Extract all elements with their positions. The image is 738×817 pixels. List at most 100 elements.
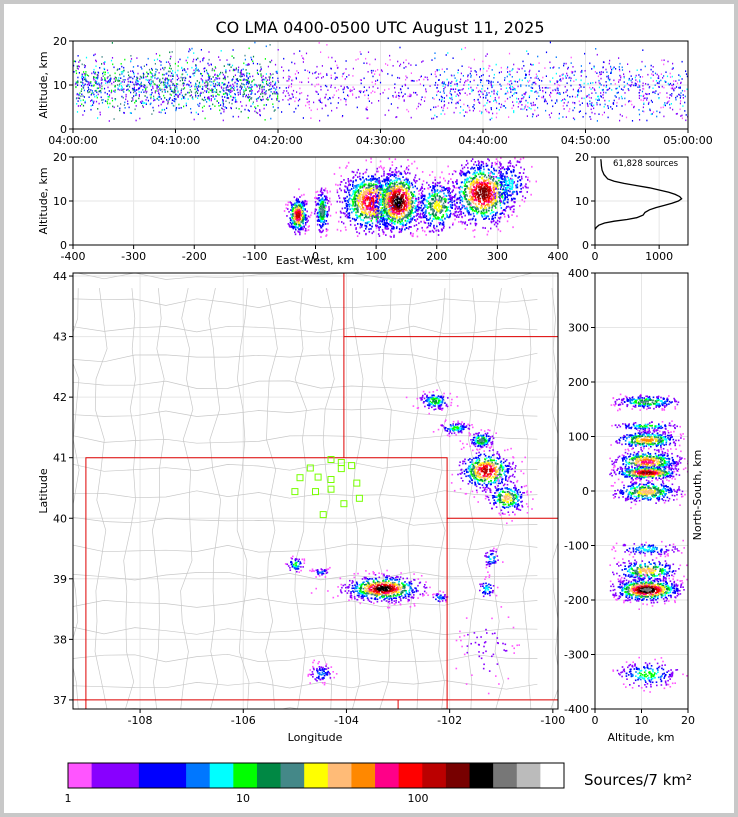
source-point xyxy=(227,89,229,91)
source-point xyxy=(510,80,512,82)
source-point xyxy=(379,223,381,225)
source-point xyxy=(448,102,450,104)
source-point xyxy=(389,219,392,222)
source-point xyxy=(468,106,470,109)
source-point xyxy=(621,66,623,69)
source-point xyxy=(292,96,294,98)
source-point xyxy=(379,204,381,206)
source-point xyxy=(294,224,297,227)
source-point xyxy=(430,73,432,76)
source-point xyxy=(294,223,296,225)
source-point xyxy=(345,60,347,62)
source-point xyxy=(621,69,624,71)
source-point xyxy=(358,215,360,218)
source-point xyxy=(240,71,242,74)
source-point xyxy=(144,90,146,92)
source-point xyxy=(497,81,499,83)
source-point xyxy=(513,93,515,95)
source-point xyxy=(405,222,408,225)
source-point xyxy=(163,68,165,71)
source-point xyxy=(303,225,305,228)
source-point xyxy=(368,189,370,191)
source-point xyxy=(410,116,412,119)
source-point xyxy=(252,60,254,63)
source-point xyxy=(362,189,365,192)
source-point xyxy=(493,93,495,95)
source-point xyxy=(352,189,355,192)
source-point xyxy=(545,86,547,89)
source-point xyxy=(353,187,355,189)
source-point xyxy=(206,97,209,100)
source-point xyxy=(322,223,324,226)
source-point xyxy=(400,197,402,200)
source-point xyxy=(369,203,371,206)
source-point xyxy=(123,104,125,106)
source-point xyxy=(144,84,146,87)
source-point xyxy=(525,74,527,76)
source-point xyxy=(181,88,183,90)
source-point xyxy=(500,71,502,73)
source-point xyxy=(391,222,393,225)
source-point xyxy=(166,82,168,84)
source-point xyxy=(393,220,396,223)
source-point xyxy=(96,83,98,85)
source-point xyxy=(388,88,390,90)
source-point xyxy=(320,200,322,203)
source-point xyxy=(404,200,407,202)
source-point xyxy=(443,82,445,85)
source-point xyxy=(294,206,297,209)
source-point xyxy=(291,219,293,222)
source-point xyxy=(250,90,252,92)
source-point xyxy=(79,59,81,62)
source-point xyxy=(300,194,303,197)
source-point xyxy=(407,159,409,161)
source-point xyxy=(172,84,174,86)
source-point xyxy=(352,171,355,174)
source-point xyxy=(462,109,464,111)
source-point xyxy=(498,109,500,111)
source-point xyxy=(102,72,104,75)
source-point xyxy=(387,174,390,176)
source-point xyxy=(308,71,311,74)
source-point xyxy=(326,190,328,192)
source-point xyxy=(231,86,233,89)
source-point xyxy=(381,187,384,189)
source-point xyxy=(436,116,438,118)
source-point xyxy=(92,100,94,103)
source-point xyxy=(157,77,159,79)
source-point xyxy=(324,206,327,208)
source-point xyxy=(291,215,293,218)
source-point xyxy=(516,92,518,94)
source-point xyxy=(593,88,595,90)
source-point xyxy=(195,67,198,69)
source-point xyxy=(347,95,350,98)
source-point xyxy=(382,211,384,214)
source-point xyxy=(225,100,227,102)
source-point xyxy=(349,183,351,186)
source-point xyxy=(389,193,391,196)
source-point xyxy=(399,221,402,224)
source-point xyxy=(516,97,518,100)
source-point xyxy=(147,57,149,60)
source-point xyxy=(216,91,218,93)
source-point xyxy=(409,211,412,214)
source-point xyxy=(398,216,400,218)
source-point xyxy=(120,77,122,79)
source-point xyxy=(602,66,604,69)
source-point xyxy=(389,191,392,194)
source-point xyxy=(207,76,210,78)
source-point xyxy=(211,88,213,90)
source-point xyxy=(181,78,183,80)
source-point xyxy=(409,205,412,208)
source-point xyxy=(218,105,220,107)
source-point xyxy=(274,89,276,91)
source-point xyxy=(493,73,495,76)
source-point xyxy=(368,221,370,223)
source-point xyxy=(325,230,328,232)
source-point xyxy=(386,183,388,186)
source-point xyxy=(587,95,589,97)
source-point xyxy=(500,106,502,109)
source-point xyxy=(100,79,102,81)
source-point xyxy=(132,77,134,80)
source-point xyxy=(163,73,165,76)
